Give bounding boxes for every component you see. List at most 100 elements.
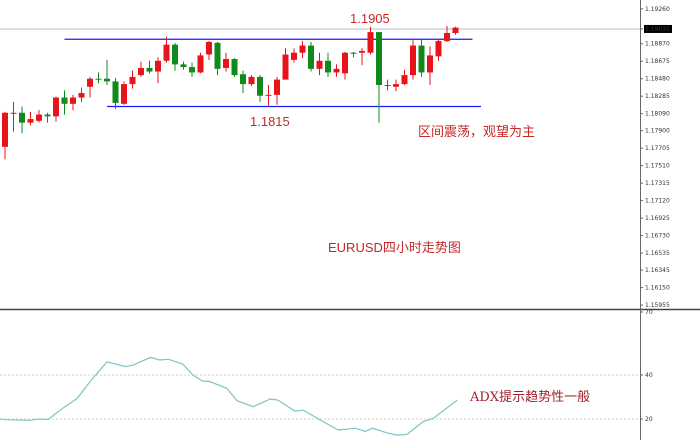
candle-body [87,78,93,87]
candle [104,59,110,85]
candle-body [197,55,204,73]
candle [223,52,229,72]
candle-body [410,45,416,76]
candle-body [282,54,289,80]
candle [19,106,25,134]
candle-body [231,58,238,76]
candle [44,112,51,123]
candle [248,75,255,86]
candle [367,26,374,55]
candle-body [359,50,365,53]
candle-body [248,76,255,85]
candle-body [325,60,331,73]
candle [129,70,136,89]
candle [53,96,59,122]
candle-body [112,81,119,103]
candle [444,25,450,42]
candle [316,52,323,76]
candle-body [350,52,357,54]
candle-body [36,114,42,121]
current-price-marker [644,24,672,33]
candle-body [10,112,17,114]
price-tick-label: 1.17510 [645,163,670,170]
candle-body [333,68,340,73]
price-tick-label: 1.16925 [645,215,670,222]
candle-body [384,84,391,86]
candle-body [223,58,229,68]
candle-body [427,55,433,73]
candle [418,39,425,77]
price-tick-label: 1.16150 [645,285,670,292]
candle-body [146,67,153,72]
candle [325,52,331,77]
adx-panel: ADX提示趋势性一般 [0,356,640,436]
candle-body [95,78,102,80]
candle [163,36,170,63]
candle [87,76,93,98]
candle-body [163,44,170,61]
candle [146,60,153,74]
candle [70,94,76,111]
candle-body [342,52,348,74]
candle [359,48,365,66]
candle-body [444,32,450,42]
candle-body [44,114,51,117]
candle-body [257,76,263,96]
price-tick-label: 1.19260 [645,6,670,13]
candle [180,61,187,70]
candle-body [155,60,161,72]
price-tick-label: 1.17315 [645,180,670,187]
candle-body [274,79,280,95]
candle [214,41,221,76]
candle [435,39,442,61]
price-tick-label: 1.18090 [645,111,670,118]
candle-body [53,97,59,117]
adx-comment: ADX提示趋势性一般 [469,389,590,405]
candle [240,70,246,94]
candle-body [172,44,178,65]
candle-body [138,67,144,76]
candle [376,32,382,123]
candle-body [265,94,272,96]
candle [155,57,161,84]
price-tick-label: 1.17120 [645,198,670,205]
candle [350,51,357,58]
candle [265,84,272,106]
chart-title: EURUSD四小时走势图 [328,240,461,255]
price-tick-label: 1.17900 [645,128,670,135]
range-comment: 区间震荡，观望为主 [418,124,535,140]
candle-body [393,84,399,87]
support-label: 1.1815 [250,114,290,129]
candle [299,41,306,59]
candle-body [376,32,382,85]
candle-body [104,78,110,82]
candle [172,42,178,71]
candle [138,61,144,77]
candle-body [70,97,76,104]
candle-body [418,45,425,73]
candle-body [435,41,442,57]
candle [384,79,391,91]
candle-body [367,32,374,53]
candle-body [78,93,85,98]
candle [231,58,238,77]
candle [333,64,340,77]
candle [401,69,408,85]
candle [427,46,433,85]
candle-body [180,64,187,68]
candle-body [121,84,127,104]
candle [10,102,17,132]
price-tick-label: 1.15955 [645,302,670,309]
candle [206,41,212,60]
adx-line [0,356,458,436]
resistance-label: 1.1905 [350,11,390,26]
adx-tick-label: 40 [645,372,653,379]
adx-tick-label: 70 [645,309,653,316]
candle-body [206,41,212,55]
candle-body [299,45,306,53]
candle [274,76,280,105]
candle [78,87,85,103]
candle-body [291,52,297,60]
candle [452,26,459,35]
